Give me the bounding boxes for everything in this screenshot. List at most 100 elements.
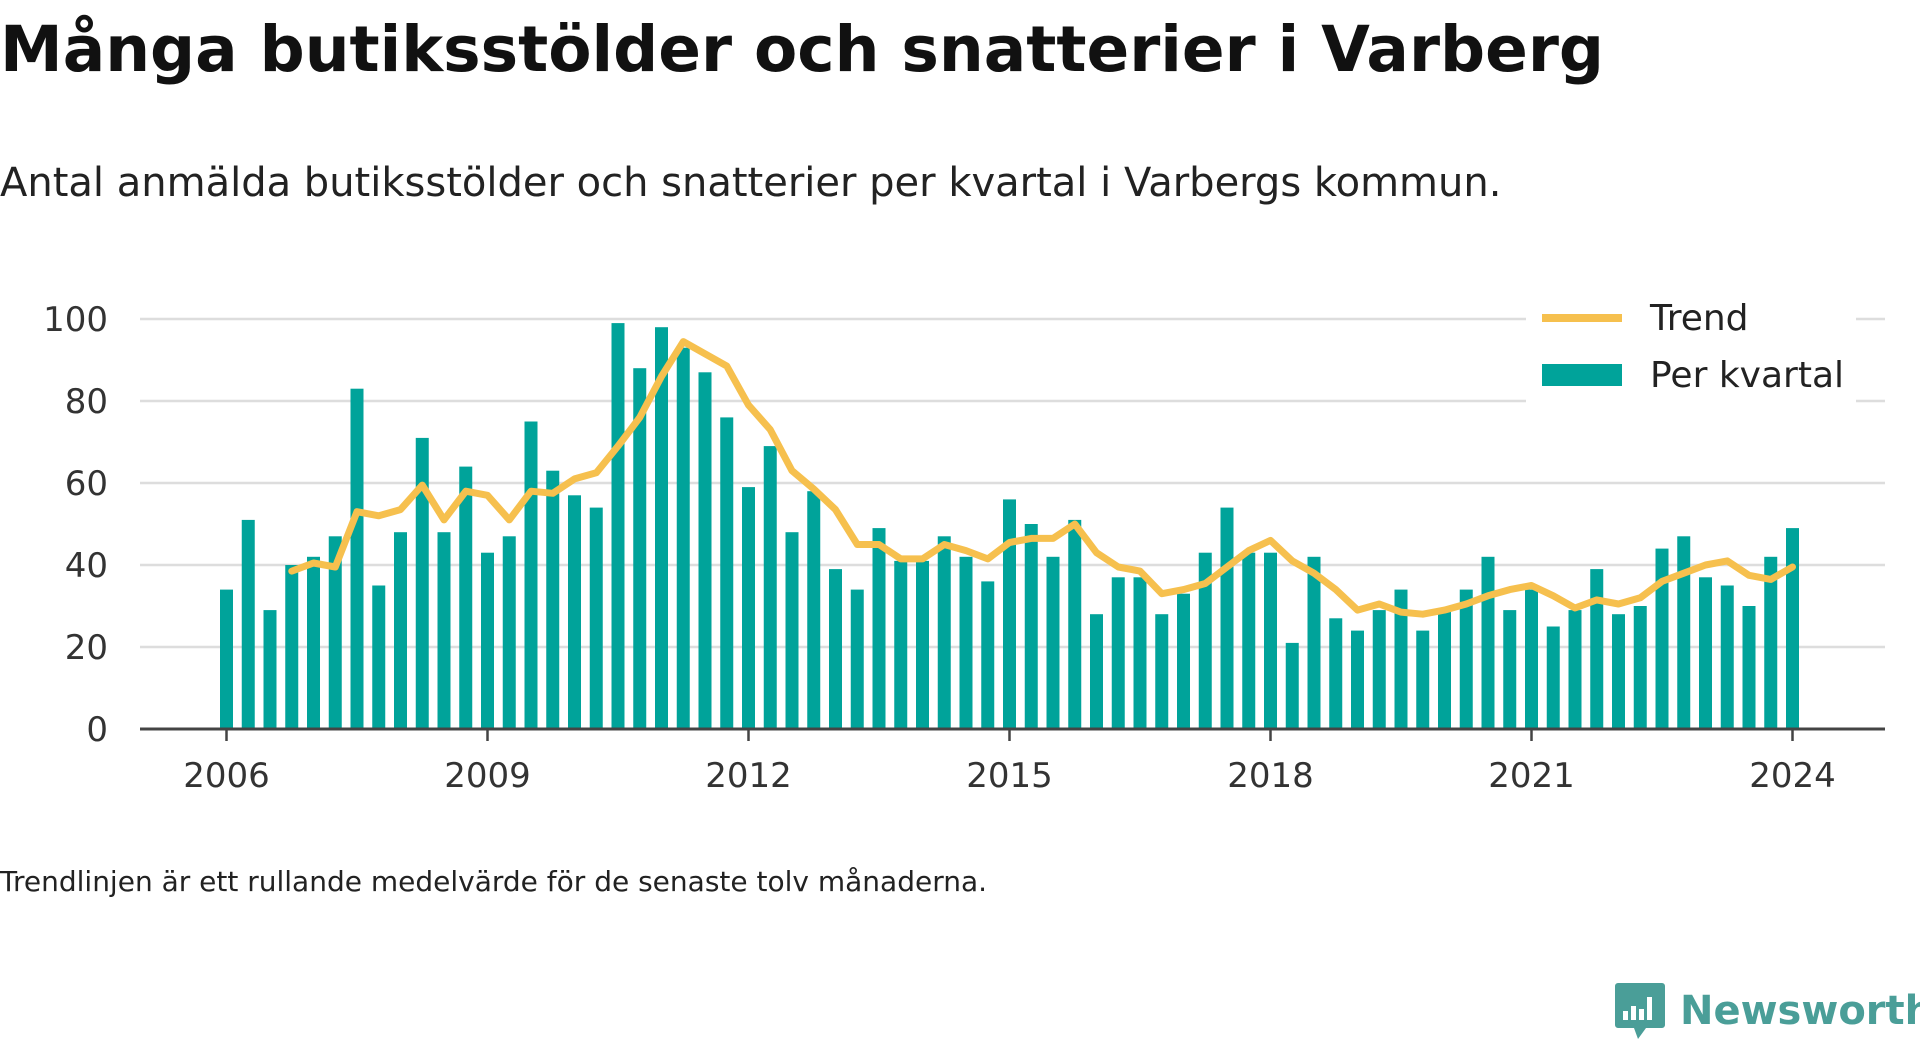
bar-70 bbox=[1742, 606, 1756, 729]
bar-64 bbox=[1612, 614, 1625, 729]
bar-47 bbox=[1242, 552, 1256, 729]
bar-16 bbox=[568, 495, 581, 729]
legend-bar-label: Per kvartal bbox=[1650, 355, 1844, 396]
bar-4 bbox=[307, 556, 320, 729]
trend-series-line bbox=[288, 338, 1796, 618]
bar-38 bbox=[1046, 556, 1060, 729]
bar-66 bbox=[1655, 548, 1669, 729]
x-tick-label-2009: 2009 bbox=[444, 756, 531, 796]
bar-20 bbox=[655, 327, 668, 729]
legend-bar-swatch bbox=[1542, 364, 1622, 386]
bar-68 bbox=[1699, 577, 1712, 729]
bar-58 bbox=[1481, 556, 1495, 729]
x-tick-label-2012: 2012 bbox=[705, 756, 792, 796]
x-axis-ticks: 2006 2009 2012 2015 2018 2021 2024 bbox=[183, 729, 1836, 796]
bar-30 bbox=[872, 528, 886, 729]
bar-60 bbox=[1525, 589, 1538, 729]
bar-10 bbox=[437, 532, 451, 729]
bar-8 bbox=[394, 532, 407, 729]
bar-14 bbox=[524, 421, 538, 729]
bar-55 bbox=[1416, 630, 1430, 729]
bar-44 bbox=[1177, 593, 1190, 729]
newsworthy-logo: Newsworthy bbox=[1614, 980, 1920, 1042]
legend-trend-label: Trend bbox=[1649, 298, 1749, 339]
bar-6 bbox=[350, 388, 364, 729]
bar-0 bbox=[220, 589, 233, 729]
logo-bar-2 bbox=[1631, 1006, 1636, 1020]
bar-45 bbox=[1198, 552, 1212, 729]
bar-25 bbox=[763, 446, 777, 729]
y-tick-label-100: 100 bbox=[43, 300, 108, 340]
y-tick-label-20: 20 bbox=[65, 628, 108, 668]
bar-24 bbox=[742, 487, 755, 729]
bar-chart-logo-icon bbox=[1615, 983, 1665, 1039]
bar-42 bbox=[1133, 577, 1147, 729]
x-tick-label-2018: 2018 bbox=[1227, 756, 1314, 796]
bar-37 bbox=[1024, 524, 1038, 729]
legend: Trend Per kvartal bbox=[1526, 292, 1856, 404]
brand-name: Newsworthy bbox=[1680, 988, 1920, 1034]
bar-7 bbox=[372, 585, 386, 729]
bar-65 bbox=[1633, 606, 1647, 729]
bar-series-per-kvartal bbox=[220, 323, 1799, 729]
bar-69 bbox=[1720, 585, 1734, 729]
bar-41 bbox=[1111, 577, 1125, 729]
bar-23 bbox=[720, 417, 734, 729]
x-tick-label-2006: 2006 bbox=[183, 756, 270, 796]
bar-21 bbox=[676, 347, 690, 729]
x-tick-label-2015: 2015 bbox=[966, 756, 1053, 796]
bar-15 bbox=[546, 470, 560, 729]
bar-46 bbox=[1220, 507, 1234, 729]
bar-31 bbox=[894, 560, 908, 729]
bar-29 bbox=[850, 589, 864, 729]
bar-43 bbox=[1155, 614, 1169, 729]
x-tick-label-2021: 2021 bbox=[1488, 756, 1575, 796]
bar-49 bbox=[1285, 642, 1299, 729]
bar-1 bbox=[241, 519, 255, 729]
bar-57 bbox=[1459, 589, 1473, 729]
bar-32 bbox=[916, 560, 929, 729]
bar-52 bbox=[1351, 630, 1364, 729]
logo-bar-3 bbox=[1639, 1009, 1644, 1020]
bar-26 bbox=[785, 532, 799, 729]
logo-bar-4 bbox=[1647, 997, 1652, 1020]
bar-39 bbox=[1068, 519, 1082, 729]
bar-12 bbox=[481, 552, 494, 729]
bar-19 bbox=[633, 368, 647, 729]
y-axis-tick-labels: 0 20 40 60 80 100 bbox=[43, 300, 108, 750]
bar-40 bbox=[1090, 614, 1103, 729]
bar-67 bbox=[1677, 536, 1691, 729]
bar-50 bbox=[1307, 556, 1321, 729]
chart-subtitle: Antal anmälda butiksstölder och snatteri… bbox=[0, 160, 1502, 206]
y-tick-label-80: 80 bbox=[65, 382, 108, 422]
bar-11 bbox=[459, 466, 473, 729]
bar-22 bbox=[698, 372, 712, 729]
bar-72 bbox=[1786, 528, 1799, 729]
bar-71 bbox=[1764, 556, 1778, 729]
bar-3 bbox=[285, 565, 299, 729]
x-tick-label-2024: 2024 bbox=[1749, 756, 1836, 796]
bar-56 bbox=[1438, 610, 1451, 729]
bar-34 bbox=[959, 556, 973, 729]
logo-bar-1 bbox=[1623, 1011, 1628, 1020]
bar-5 bbox=[328, 536, 342, 729]
bar-61 bbox=[1546, 626, 1560, 729]
chart-title: Många butiksstölder och snatterier i Var… bbox=[0, 13, 1605, 86]
bar-51 bbox=[1329, 618, 1343, 729]
bar-62 bbox=[1568, 610, 1582, 729]
y-tick-label-0: 0 bbox=[86, 710, 108, 750]
footnote: Trendlinjen är ett rullande medelvärde f… bbox=[0, 865, 988, 898]
bar-33 bbox=[937, 536, 951, 729]
bar-48 bbox=[1264, 552, 1277, 729]
y-tick-label-40: 40 bbox=[65, 546, 108, 586]
bar-59 bbox=[1503, 610, 1517, 729]
bar-36 bbox=[1003, 499, 1016, 729]
bar-63 bbox=[1590, 569, 1604, 729]
bar-28 bbox=[829, 569, 842, 729]
bar-17 bbox=[589, 507, 603, 729]
bar-9 bbox=[415, 437, 429, 729]
y-tick-label-60: 60 bbox=[65, 464, 108, 504]
bar-53 bbox=[1372, 610, 1386, 729]
bar-27 bbox=[807, 491, 821, 729]
